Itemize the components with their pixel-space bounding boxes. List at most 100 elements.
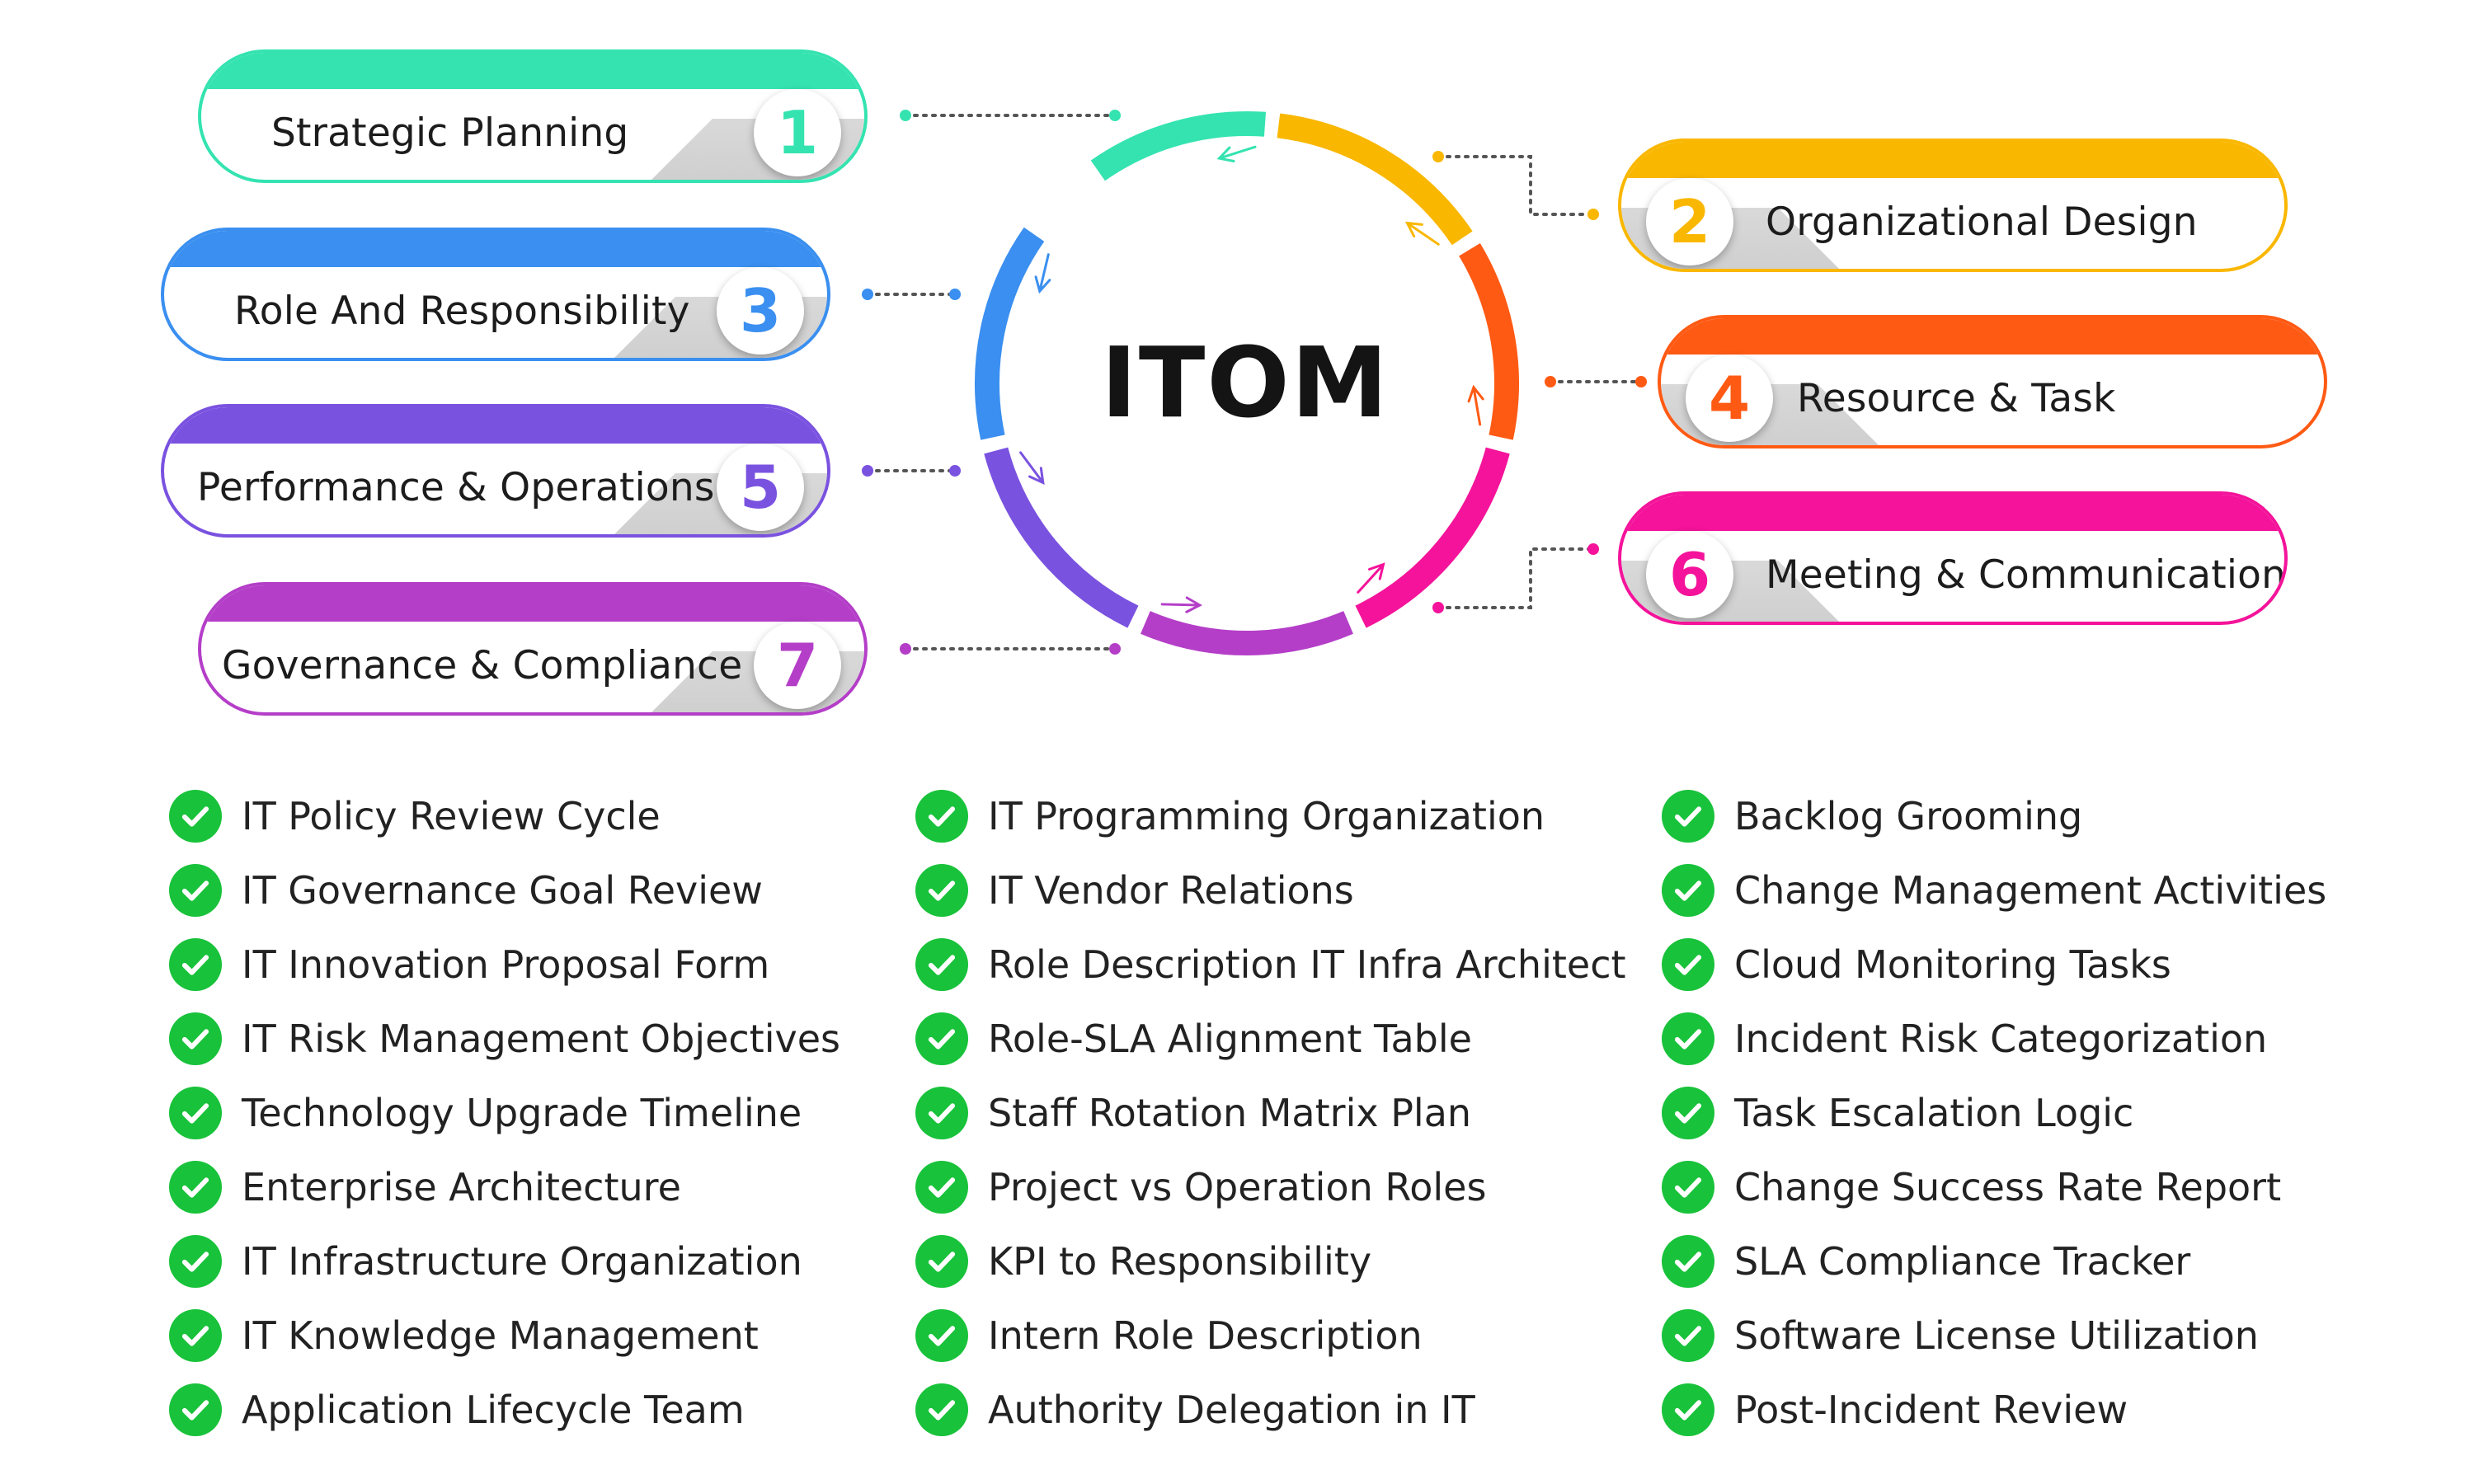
checklist-item-text: Role-SLA Alignment Table bbox=[988, 1017, 1472, 1061]
checklist-item: Staff Rotation Matrix Plan bbox=[915, 1076, 1626, 1150]
connector-dot bbox=[949, 289, 961, 300]
checklist-item: Authority Delegation in IT bbox=[915, 1373, 1626, 1447]
item-label: Performance & Operations bbox=[197, 464, 715, 510]
checklist-item: Task Escalation Logic bbox=[1662, 1076, 2326, 1150]
item-number: 3 bbox=[717, 267, 804, 355]
check-circle-icon bbox=[915, 1383, 968, 1436]
item-performance-and-operations: Performance & Operations 5 bbox=[161, 404, 830, 538]
check-circle-icon bbox=[1662, 1235, 1714, 1288]
checklist-item: IT Vendor Relations bbox=[915, 853, 1626, 928]
connector-dot bbox=[862, 289, 873, 300]
checklist-item: Cloud Monitoring Tasks bbox=[1662, 928, 2326, 1002]
checklist-item: Technology Upgrade Timeline bbox=[169, 1076, 840, 1150]
item-label: Role And Responsibility bbox=[234, 288, 690, 334]
check-circle-icon bbox=[1662, 1161, 1714, 1214]
item-number: 6 bbox=[1646, 531, 1733, 618]
check-circle-icon bbox=[169, 790, 222, 843]
check-circle-icon bbox=[1662, 864, 1714, 917]
checklist-item-text: Task Escalation Logic bbox=[1734, 1091, 2134, 1135]
ring-segment bbox=[1141, 611, 1353, 655]
checklist-item: IT Programming Organization bbox=[915, 779, 1626, 853]
check-circle-icon bbox=[169, 864, 222, 917]
connector-dot bbox=[1587, 543, 1599, 555]
arrow-icon bbox=[1216, 145, 1257, 162]
checklist-item-text: IT Risk Management Objectives bbox=[242, 1017, 840, 1061]
check-circle-icon bbox=[915, 1309, 968, 1362]
check-circle-icon bbox=[169, 938, 222, 991]
checklist-column-3: Backlog Grooming Change Management Activi… bbox=[1662, 779, 2326, 1447]
check-circle-icon bbox=[169, 1309, 222, 1362]
item-number: 2 bbox=[1646, 178, 1733, 265]
ring-segment bbox=[1355, 447, 1510, 628]
connector-dot bbox=[900, 643, 911, 655]
connector-dot bbox=[1545, 376, 1556, 387]
check-circle-icon bbox=[169, 1235, 222, 1288]
arrow-icon bbox=[1404, 221, 1440, 246]
item-label: Meeting & Communication bbox=[1766, 552, 2287, 598]
check-circle-icon bbox=[169, 1383, 222, 1436]
checklist-item-text: Project vs Operation Roles bbox=[988, 1165, 1487, 1209]
pill-band bbox=[1661, 318, 2324, 355]
checklist-item-text: Intern Role Description bbox=[988, 1313, 1423, 1358]
checklist-item: Role-SLA Alignment Table bbox=[915, 1002, 1626, 1076]
connector-dot bbox=[1587, 209, 1599, 220]
pill-band bbox=[201, 585, 864, 622]
item-resource-and-task: 4 Resource & Task bbox=[1658, 315, 2327, 448]
ring-segment bbox=[1277, 113, 1473, 246]
check-circle-icon bbox=[1662, 1087, 1714, 1139]
checklist-item-text: IT Innovation Proposal Form bbox=[242, 942, 770, 987]
checklist-item: Software License Utilization bbox=[1662, 1298, 2326, 1373]
checklist-item: Change Management Activities bbox=[1662, 853, 2326, 928]
itom-diagram: ITOM Strategic Planning 1 Role And Respo… bbox=[0, 0, 2474, 726]
pill-band bbox=[164, 231, 827, 267]
checklist-item: KPI to Responsibility bbox=[915, 1224, 1626, 1298]
check-circle-icon bbox=[915, 1087, 968, 1139]
checklist-item-text: IT Vendor Relations bbox=[988, 868, 1354, 913]
checklist-item-text: Software License Utilization bbox=[1734, 1313, 2259, 1358]
item-governance-and-compliance: Governance & Compliance 7 bbox=[198, 582, 868, 716]
checklist-item-text: Authority Delegation in IT bbox=[988, 1388, 1475, 1432]
ring-segment bbox=[1090, 111, 1267, 181]
item-label: Governance & Compliance bbox=[222, 642, 743, 688]
check-circle-icon bbox=[915, 864, 968, 917]
cycle-ring bbox=[862, 110, 1647, 655]
checklist-item: Project vs Operation Roles bbox=[915, 1150, 1626, 1224]
checklist-item-text: SLA Compliance Tracker bbox=[1734, 1239, 2191, 1284]
checklist-item: Incident Risk Categorization bbox=[1662, 1002, 2326, 1076]
connector-dot bbox=[862, 465, 873, 477]
ring-segment bbox=[984, 447, 1139, 628]
checklist-item: IT Infrastructure Organization bbox=[169, 1224, 840, 1298]
connector-dot bbox=[1432, 151, 1444, 162]
arrow-icon bbox=[1357, 562, 1385, 594]
item-strategic-planning: Strategic Planning 1 bbox=[198, 49, 868, 183]
check-circle-icon bbox=[1662, 1383, 1714, 1436]
checklist-item-text: Backlog Grooming bbox=[1734, 794, 2083, 838]
checklist-item: Application Lifecycle Team bbox=[169, 1373, 840, 1447]
item-meeting-and-communication: 6 Meeting & Communication bbox=[1618, 491, 2288, 625]
checklist-item: Intern Role Description bbox=[915, 1298, 1626, 1373]
check-circle-icon bbox=[1662, 938, 1714, 991]
check-circle-icon bbox=[1662, 790, 1714, 843]
checklist-item-text: IT Infrastructure Organization bbox=[242, 1239, 802, 1284]
checklist-item: IT Policy Review Cycle bbox=[169, 779, 840, 853]
item-number: 4 bbox=[1686, 355, 1773, 442]
checklist-item-text: Role Description IT Infra Architect bbox=[988, 942, 1626, 987]
pill-band bbox=[1621, 142, 2284, 178]
item-organizational-design: 2 Organizational Design bbox=[1618, 139, 2288, 272]
checklist-item: IT Innovation Proposal Form bbox=[169, 928, 840, 1002]
checklist-column-2: IT Programming Organization IT Vendor Rel… bbox=[915, 779, 1626, 1447]
hub-title: ITOM bbox=[1100, 326, 1390, 439]
check-circle-icon bbox=[169, 1012, 222, 1065]
checklist-item-text: Cloud Monitoring Tasks bbox=[1734, 942, 2171, 987]
ring-segment bbox=[975, 227, 1045, 440]
item-number: 5 bbox=[717, 444, 804, 531]
check-circle-icon bbox=[1662, 1012, 1714, 1065]
check-circle-icon bbox=[915, 1012, 968, 1065]
checklist-item: Role Description IT Infra Architect bbox=[915, 928, 1626, 1002]
item-label: Resource & Task bbox=[1797, 375, 2116, 421]
checklist-item: IT Governance Goal Review bbox=[169, 853, 840, 928]
checklist-item-text: Incident Risk Categorization bbox=[1734, 1017, 2268, 1061]
checklist-item-text: IT Policy Review Cycle bbox=[242, 794, 661, 838]
checklist-item: IT Risk Management Objectives bbox=[169, 1002, 840, 1076]
item-number: 1 bbox=[754, 89, 841, 176]
